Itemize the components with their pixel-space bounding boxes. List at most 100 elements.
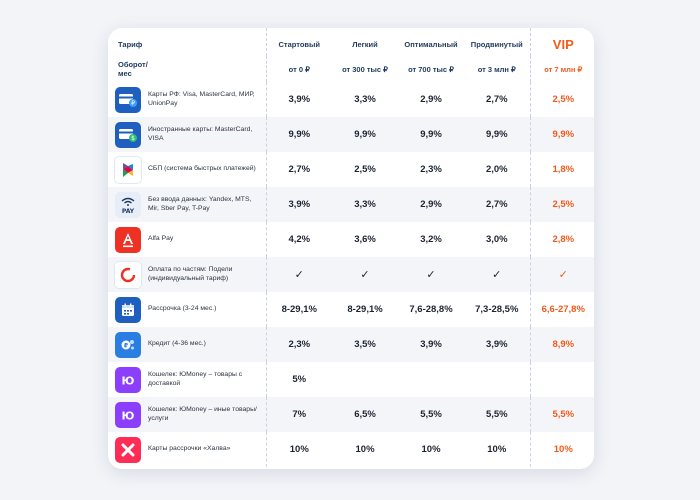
rate-value: 8-29,1% — [347, 304, 383, 315]
rate-value-vip: 10% — [529, 432, 594, 467]
rate-value-vip: 2,8% — [529, 222, 594, 257]
credit-icon: ₽ — [115, 331, 141, 358]
rate-value: 5% — [265, 362, 333, 397]
tariff-turnover-vip: от 7 млн ₽ — [529, 56, 594, 82]
sbp-icon — [114, 155, 142, 184]
rate-value: 9,9% — [265, 117, 333, 152]
rate-value-vip — [529, 362, 594, 397]
rate-value: 3,3% — [354, 199, 376, 210]
tariff-name: Оптимальный — [404, 39, 458, 49]
podeli-icon — [114, 260, 142, 289]
rate-value: 3,0% — [485, 234, 508, 245]
tariff-turnover: от 700 тыс ₽ — [408, 64, 454, 74]
rate-value: 9,9% — [485, 129, 508, 140]
check-icon: ✓ — [426, 269, 436, 281]
row-label: Иностранные карты: MasterCard, VISA — [148, 126, 253, 142]
table-row: $ Иностранные карты: MasterCard, VISA 9,… — [108, 117, 594, 152]
rate-value: 10% — [487, 444, 507, 455]
table-row: Ю Кошелек: ЮMoney – иные товары/услуги 7… — [108, 397, 594, 432]
table-row: Alfa Pay 4,2% 3,6% 3,2% 3,0% 2,8% — [108, 222, 594, 257]
table-row: Рассрочка (3-24 мес.) 8-29,1% 8-29,1% 7,… — [108, 292, 594, 327]
tariff-table: Тариф Стартовый Легкий Оптимальный Продв… — [108, 28, 594, 467]
rate-value: 5,5% — [485, 409, 508, 420]
rate-value: 2,9% — [420, 94, 442, 105]
rate-value-vip: 2,5% — [529, 82, 594, 117]
rate-value: 2,7% — [485, 199, 508, 210]
rate-value: 2,7% — [485, 94, 508, 105]
svg-text:PAY: PAY — [122, 208, 135, 215]
rate-value: 7% — [265, 397, 333, 432]
rate-value: 3,9% — [485, 339, 508, 350]
svg-text:Ю: Ю — [122, 409, 135, 422]
rate-value: 9,9% — [354, 129, 376, 140]
rate-value: 6,5% — [354, 409, 376, 420]
tariff-turnover: от 0 ₽ — [265, 56, 333, 82]
halva-icon — [115, 436, 141, 463]
row-label: Кредит (4-36 мес.) — [148, 340, 206, 348]
row-label: Рассрочка (3-24 мес.) — [148, 305, 217, 313]
table-row: ₽ Карты РФ: Visa, MasterCard, МИР, Union… — [108, 82, 594, 117]
rate-value: 2,3% — [265, 327, 333, 362]
table-row: Оплата по частям: Подели (индивидуальный… — [108, 257, 594, 292]
row-label: Кошелек: ЮMoney – товары с доставкой — [148, 371, 243, 387]
turnover-label: Оборот/ мес — [118, 60, 148, 78]
row-label: Без ввода данных: Yandex, MTS, Mir, Sber… — [148, 196, 252, 212]
svg-text:Ю: Ю — [122, 374, 135, 387]
rate-value: 4,2% — [265, 222, 333, 257]
rate-value: 3,3% — [354, 94, 376, 105]
rate-value: 10% — [355, 444, 375, 455]
rate-value: 3,9% — [420, 339, 442, 350]
tariff-name: Легкий — [352, 39, 378, 49]
card-ruble-icon: ₽ — [115, 86, 141, 113]
row-label: Alfa Pay — [148, 235, 174, 243]
svg-text:$: $ — [131, 135, 135, 142]
check-icon: ✓ — [265, 257, 333, 292]
row-label: Оплата по частям: Подели (индивидуальный… — [148, 266, 233, 282]
rate-value: 3,5% — [354, 339, 376, 350]
table-row: Ю Кошелек: ЮMoney – товары с доставкой 5… — [108, 362, 594, 397]
rate-value: 2,9% — [420, 199, 442, 210]
rate-value-vip: 2,5% — [529, 187, 594, 222]
svg-text:₽: ₽ — [131, 100, 135, 107]
rate-value — [464, 362, 530, 397]
rate-value: 2,7% — [265, 152, 333, 187]
row-label: Карты рассрочки «Халва» — [148, 445, 231, 453]
row-label: СБП (система быстрых платежей) — [148, 165, 256, 173]
rate-value-vip: 1,8% — [529, 152, 594, 187]
rate-value: 10% — [265, 432, 333, 467]
alfa-icon — [115, 226, 141, 253]
tariff-label: Тариф — [118, 39, 143, 49]
rate-value: 8-29,1% — [265, 292, 333, 327]
table-row: СБП (система быстрых платежей) 2,7% 2,5%… — [108, 152, 594, 187]
rate-value — [398, 362, 464, 397]
yumoney-icon: Ю — [115, 366, 141, 393]
rate-value: 3,2% — [420, 234, 442, 245]
table-row: PAY Без ввода данных: Yandex, MTS, Mir, … — [108, 187, 594, 222]
rate-value: 7,3-28,5% — [475, 304, 519, 315]
rate-value: 3,6% — [354, 234, 376, 245]
tariff-name-vip: VIP — [529, 28, 594, 56]
rate-value-vip: 9,9% — [529, 117, 594, 152]
calendar-icon — [115, 296, 141, 323]
yumoney-icon: Ю — [115, 401, 141, 428]
check-icon: ✓ — [529, 257, 594, 292]
rate-value-vip: 5,5% — [529, 397, 594, 432]
card-dollar-icon: $ — [115, 121, 141, 148]
rate-value-vip: 6,6-27,8% — [529, 292, 594, 327]
tariff-name: Стартовый — [265, 28, 333, 56]
check-icon: ✓ — [492, 269, 502, 281]
row-label: Карты РФ: Visa, MasterCard, МИР, UnionPa… — [148, 91, 255, 107]
svg-text:₽: ₽ — [124, 342, 128, 349]
rate-value: 7,6-28,8% — [409, 304, 453, 315]
rate-value: 2,3% — [420, 164, 442, 175]
tariff-table-card: Тариф Стартовый Легкий Оптимальный Продв… — [108, 28, 594, 469]
table-row: ₽ Кредит (4-36 мес.) 2,3% 3,5% 3,9% 3,9%… — [108, 327, 594, 362]
rate-value: 5,5% — [420, 409, 442, 420]
rate-value: 2,0% — [485, 164, 508, 175]
rate-value: 10% — [421, 444, 441, 455]
table-row: Карты рассрочки «Халва» 10% 10% 10% 10% … — [108, 432, 594, 467]
rate-value — [332, 362, 398, 397]
rate-value: 3,9% — [265, 82, 333, 117]
rate-value: 2,5% — [354, 164, 376, 175]
